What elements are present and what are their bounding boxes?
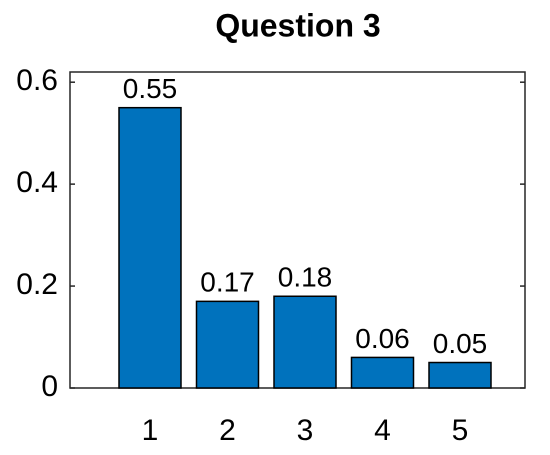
value-label: 0.06 <box>355 323 410 354</box>
y-tick-label: 0.2 <box>16 268 58 301</box>
value-label: 0.55 <box>123 73 178 104</box>
x-tick-label: 5 <box>452 414 469 447</box>
chart-title: Question 3 <box>215 7 380 43</box>
x-tick-label: 4 <box>374 414 391 447</box>
value-label: 0.18 <box>278 262 333 293</box>
bar <box>350 356 415 389</box>
x-tick-label: 1 <box>142 414 159 447</box>
bar <box>273 295 337 389</box>
bar <box>118 106 182 389</box>
y-tick-label: 0.4 <box>16 166 58 199</box>
y-tick-label: 0 <box>41 370 58 403</box>
x-tick-label: 3 <box>297 414 314 447</box>
bar <box>428 361 492 389</box>
x-tick-label: 2 <box>219 414 236 447</box>
value-label: 0.17 <box>200 267 255 298</box>
bar <box>195 300 260 389</box>
y-tick-label: 0.6 <box>16 64 58 97</box>
value-label: 0.05 <box>433 328 488 359</box>
